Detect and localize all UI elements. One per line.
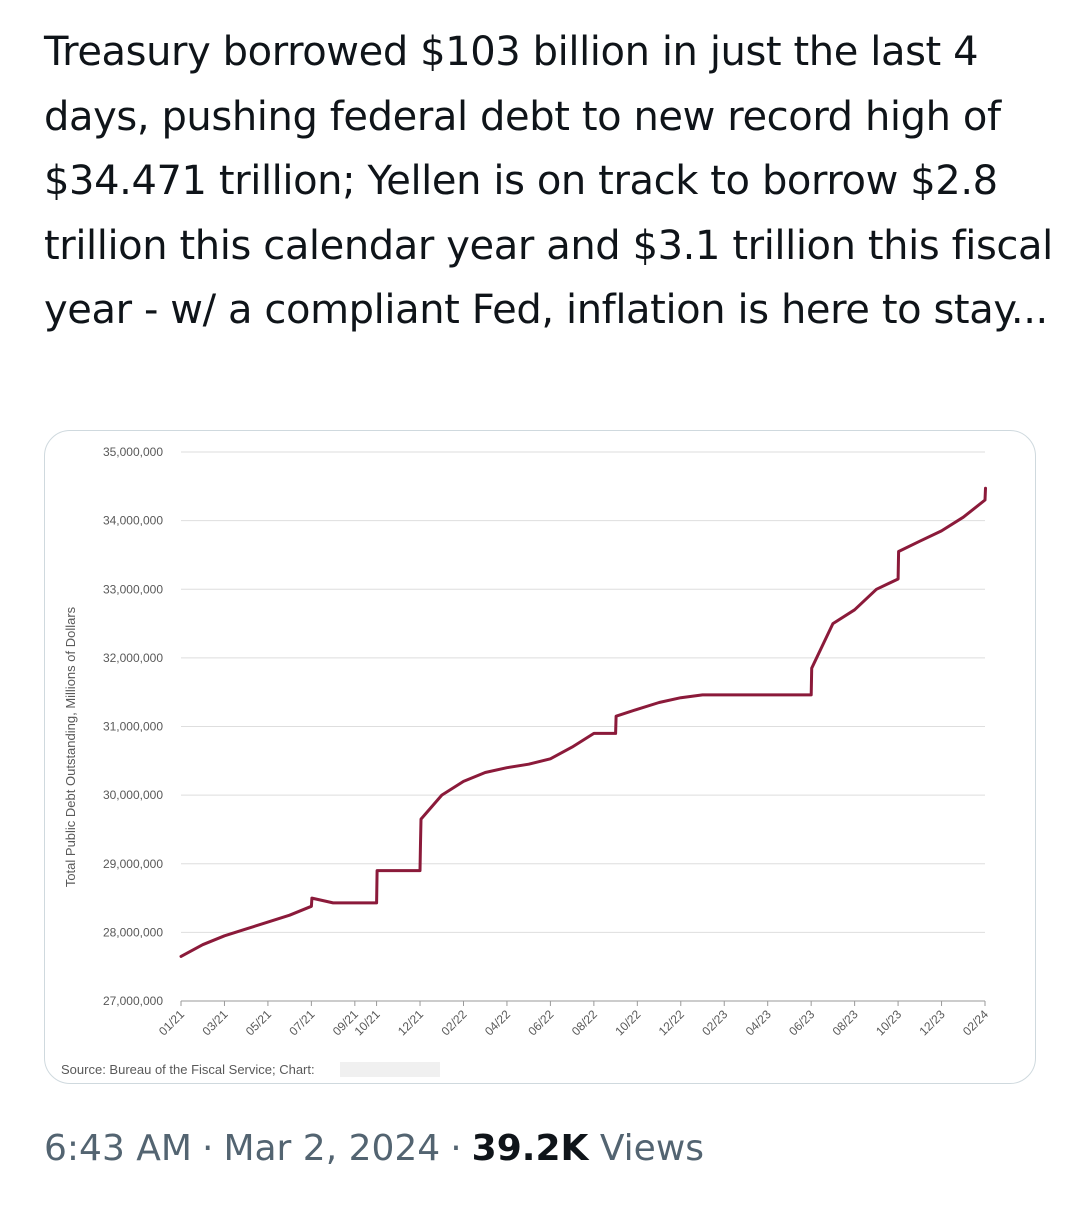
- views-count: 39.2K: [471, 1128, 589, 1169]
- y-tick-label: 27,000,000: [103, 994, 163, 1008]
- y-tick-label: 32,000,000: [103, 651, 163, 665]
- tweet-media-card[interactable]: Total Public Debt Outstanding, Millions …: [44, 430, 1036, 1084]
- x-tick-label: 10/23: [873, 1007, 904, 1038]
- tweet-time[interactable]: 6:43 AM: [44, 1128, 192, 1169]
- meta-separator: ·: [450, 1128, 462, 1169]
- x-tick-label: 05/21: [243, 1007, 274, 1038]
- redacted-author: [340, 1062, 440, 1077]
- y-tick-label: 33,000,000: [103, 582, 163, 596]
- x-tick-label: 02/24: [960, 1007, 991, 1038]
- x-tick-label: 01/21: [156, 1007, 187, 1038]
- y-tick-label: 29,000,000: [103, 857, 163, 871]
- x-tick-label: 10/22: [612, 1007, 643, 1038]
- y-tick-label: 31,000,000: [103, 720, 163, 734]
- x-tick-label: 12/23: [917, 1007, 948, 1038]
- debt-line-chart: Total Public Debt Outstanding, Millions …: [61, 445, 991, 1077]
- meta-separator: ·: [201, 1128, 214, 1169]
- tweet-date[interactable]: Mar 2, 2024: [223, 1128, 441, 1169]
- x-tick-label: 08/22: [569, 1007, 600, 1038]
- x-tick-label: 08/23: [830, 1007, 861, 1038]
- x-tick-label: 03/21: [199, 1007, 230, 1038]
- y-tick-label: 30,000,000: [103, 788, 163, 802]
- y-tick-label: 35,000,000: [103, 445, 163, 459]
- series-line-total-public-debt: [179, 486, 987, 958]
- tweet-text: Treasury borrowed $103 billion in just t…: [44, 29, 1053, 333]
- series-lines: [179, 486, 987, 958]
- x-tick-label: 06/22: [525, 1007, 556, 1038]
- y-tick-label: 28,000,000: [103, 925, 163, 939]
- tweet-meta: 6:43 AM · Mar 2, 2024 · 39.2K Views: [44, 1128, 704, 1169]
- x-tick-label: 10/21: [352, 1007, 383, 1038]
- gridlines: [181, 451, 985, 1002]
- x-tick-label: 02/22: [438, 1007, 469, 1038]
- x-tick-label: 04/23: [743, 1007, 774, 1038]
- x-tick-label: 06/23: [786, 1007, 817, 1038]
- views-label: Views: [599, 1128, 705, 1169]
- x-tick-label: 02/23: [699, 1007, 730, 1038]
- y-tick-labels: 35,000,000 34,000,000 33,000,000 32,000,000…: [103, 445, 163, 1008]
- x-tick-label: 04/22: [482, 1007, 513, 1038]
- x-tick-label: 07/21: [286, 1007, 317, 1038]
- y-tick-label: 34,000,000: [103, 514, 163, 528]
- x-tick-label: 12/21: [395, 1007, 426, 1038]
- source-note: Source: Bureau of the Fiscal Service; Ch…: [61, 1062, 315, 1077]
- x-tick-label: 12/22: [656, 1007, 687, 1038]
- y-axis-label: Total Public Debt Outstanding, Millions …: [63, 606, 78, 887]
